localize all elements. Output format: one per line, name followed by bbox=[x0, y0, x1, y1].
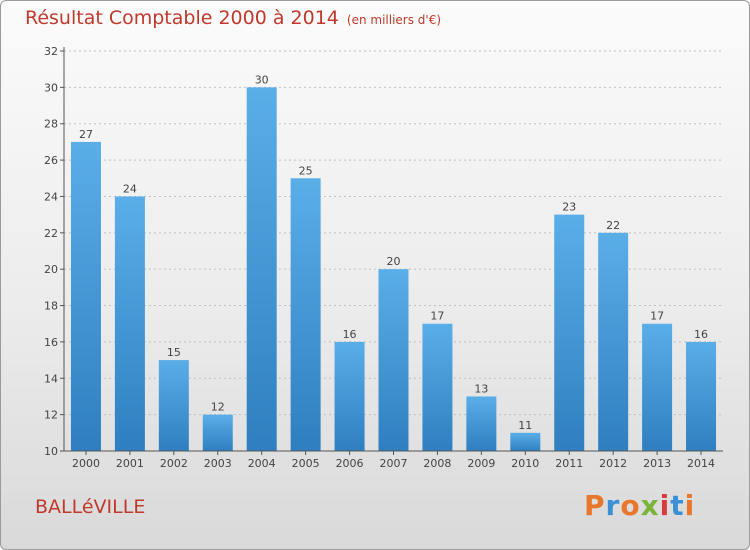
bar bbox=[686, 341, 717, 451]
logo-letter: P bbox=[584, 489, 606, 522]
bar bbox=[202, 414, 233, 451]
bar bbox=[422, 323, 453, 451]
x-tick-label: 2000 bbox=[72, 457, 100, 470]
data-label: 25 bbox=[299, 164, 313, 177]
x-tick-label: 2004 bbox=[248, 457, 276, 470]
bar bbox=[642, 323, 673, 451]
data-label: 17 bbox=[430, 310, 444, 323]
x-tick-label: 2012 bbox=[599, 457, 627, 470]
x-tick-label: 2001 bbox=[116, 457, 144, 470]
data-label: 17 bbox=[650, 310, 664, 323]
y-tick-label: 20 bbox=[44, 263, 58, 276]
data-label: 22 bbox=[606, 219, 620, 232]
data-label: 16 bbox=[343, 328, 357, 341]
bar bbox=[70, 141, 101, 451]
x-tick-label: 2007 bbox=[380, 457, 408, 470]
bar bbox=[378, 269, 409, 451]
x-tick-label: 2010 bbox=[511, 457, 539, 470]
logo-letter: i bbox=[684, 489, 696, 522]
data-label: 23 bbox=[562, 201, 576, 214]
bar bbox=[290, 178, 321, 452]
y-tick-label: 24 bbox=[44, 190, 58, 203]
y-tick-label: 18 bbox=[44, 300, 58, 313]
bar bbox=[246, 87, 277, 451]
logo-letter: x bbox=[640, 489, 660, 522]
y-tick-label: 22 bbox=[44, 227, 58, 240]
bar bbox=[554, 214, 585, 451]
chart-title: Résultat Comptable 2000 à 2014 (en millie… bbox=[25, 7, 441, 29]
data-label: 30 bbox=[255, 73, 269, 86]
x-tick-label: 2003 bbox=[204, 457, 232, 470]
data-label: 13 bbox=[474, 382, 488, 395]
bar bbox=[466, 396, 497, 451]
y-tick-label: 10 bbox=[44, 445, 58, 458]
logo-letter: o bbox=[620, 489, 641, 522]
y-tick-label: 28 bbox=[44, 118, 58, 131]
proxiti-logo: Proxiti bbox=[584, 489, 695, 522]
x-tick-label: 2006 bbox=[336, 457, 364, 470]
x-tick-label: 2005 bbox=[292, 457, 320, 470]
data-label: 16 bbox=[694, 328, 708, 341]
y-tick-label: 26 bbox=[44, 154, 58, 167]
x-tick-label: 2002 bbox=[160, 457, 188, 470]
y-tick-label: 14 bbox=[44, 372, 58, 385]
y-tick-label: 12 bbox=[44, 409, 58, 422]
x-tick-label: 2013 bbox=[643, 457, 671, 470]
y-tick-label: 16 bbox=[44, 336, 58, 349]
logo-letter: t bbox=[670, 489, 685, 522]
chart-unit: (en milliers d'€) bbox=[346, 13, 442, 27]
commune-name: BALLéVILLE bbox=[35, 496, 146, 518]
data-label: 24 bbox=[123, 182, 137, 195]
data-label: 27 bbox=[79, 128, 93, 141]
x-tick-label: 2009 bbox=[467, 457, 495, 470]
x-tick-label: 2011 bbox=[555, 457, 583, 470]
bar bbox=[334, 341, 365, 451]
data-label: 12 bbox=[211, 401, 225, 414]
bar bbox=[510, 432, 541, 451]
bar bbox=[598, 232, 629, 451]
data-label: 15 bbox=[167, 346, 181, 359]
x-tick-label: 2008 bbox=[423, 457, 451, 470]
data-label: 20 bbox=[387, 255, 401, 268]
y-tick-label: 30 bbox=[44, 81, 58, 94]
logo-letter: r bbox=[605, 489, 621, 522]
y-tick-label: 32 bbox=[44, 45, 58, 58]
data-label: 11 bbox=[518, 419, 532, 432]
logo-letter: i bbox=[659, 489, 671, 522]
x-tick-label: 2014 bbox=[687, 457, 715, 470]
bar bbox=[114, 196, 145, 451]
bar bbox=[158, 360, 189, 451]
chart-title-text: Résultat Comptable 2000 à 2014 bbox=[25, 7, 339, 29]
